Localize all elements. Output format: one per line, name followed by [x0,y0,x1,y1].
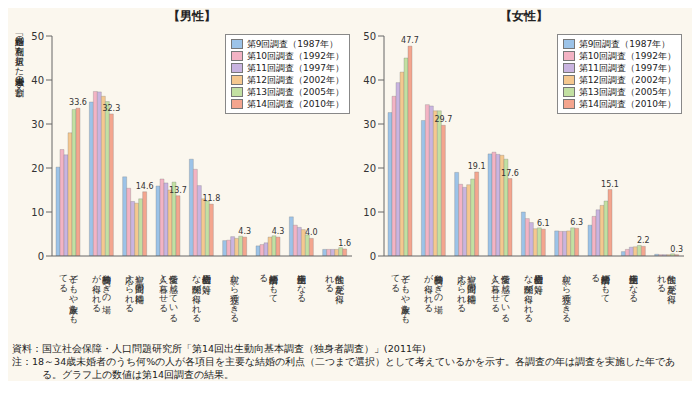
svg-text:4.0: 4.0 [305,228,318,237]
svg-text:応えられる: 応えられる [457,268,467,313]
svg-text:0.3: 0.3 [670,245,683,254]
svg-text:愛情を感じている: 愛情を感じている [501,268,512,323]
svg-text:11.8: 11.8 [202,194,220,203]
svg-text:4.3: 4.3 [272,227,285,236]
html-text:資料：国立社会保障・人口問題研究所「第14回出生動向基本調査: 資料：国立社会保障・人口問題研究所「第14回出生動向基本調査（独身者調査）」(2… [12,343,426,354]
svg-text:生活上便利になる: 生活上便利になる [297,268,307,303]
svg-text:性的な充足が得ら: 性的な充足が得ら [335,268,346,305]
svg-text:47.7: 47.7 [401,36,419,45]
svg-text:親から独立できる: 親から独立できる [562,268,572,323]
svg-text:6.3: 6.3 [570,218,583,227]
html-text:第10回調査（1992年）: 第10回調査（1992年） [246,51,344,61]
svg-text:な関係が得られる: な関係が得られる [524,268,534,323]
svg-text:子どもや家族をも: 子どもや家族をも [69,268,79,324]
svg-text:0: 0 [38,251,44,262]
html-text:第10回調査（1992年）: 第10回調査（1992年） [578,51,676,61]
svg-text:6.1: 6.1 [537,219,550,228]
svg-text:てる: てる [391,268,401,293]
svg-text:る: る [259,268,269,283]
html-text:第14回調査（2010年）: 第14回調査（2010年） [246,99,344,109]
svg-text:てる: てる [59,268,69,293]
svg-text:が得られる: が得られる [424,268,434,313]
svg-text:20: 20 [31,163,44,174]
svg-text:れる: れる [325,268,335,293]
svg-text:19.1: 19.1 [468,162,486,171]
html-text:【女性】: 【女性】 [500,9,548,23]
svg-text:50: 50 [31,31,44,42]
svg-text:33.6: 33.6 [69,98,87,107]
html-text:第9回調査（1987年）: 第9回調査（1987年） [578,39,671,49]
svg-text:な関係が得られる: な関係が得られる [192,268,202,323]
svg-text:親や周囲の期待に: 親や周囲の期待に [467,268,477,305]
svg-text:社会的信用や対等: 社会的信用や対等 [202,268,212,295]
html-text:第12回調査（2002年）: 第12回調査（2002年） [578,75,676,85]
svg-text:精神的安らぎの場: 精神的安らぎの場 [434,268,445,315]
html-text:第11回調査（1997年）: 第11回調査（1997年） [578,63,676,73]
svg-text:精神的安らぎの場: 精神的安らぎの場 [102,268,113,315]
svg-text:40: 40 [31,75,44,86]
svg-text:親から独立できる: 親から独立できる [230,268,240,323]
svg-text:経済的余裕がもて: 経済的余裕がもて [601,268,612,303]
svg-text:親や周囲の期待に: 親や周囲の期待に [135,268,145,305]
svg-text:人と暮らせる: 人と暮らせる [491,268,501,313]
html-text:第13回調査（2005年）: 第13回調査（2005年） [578,87,676,97]
svg-text:30: 30 [363,119,376,130]
html-text:【男性】: 【男性】 [168,9,216,23]
svg-text:29.7: 29.7 [434,115,452,124]
svg-text:4.3: 4.3 [238,227,251,236]
svg-text:れる: れる [657,268,667,293]
svg-text:が得られる: が得られる [92,268,102,313]
html-text:注：18～34歳未婚者のうち何%の人が各項目を主要な結婚の利: 注：18～34歳未婚者のうち何%の人が各項目を主要な結婚の利点（二つまで選択）と… [12,356,676,380]
svg-text:20: 20 [363,163,376,174]
svg-text:10: 10 [31,207,44,218]
svg-text:る: る [591,268,601,283]
svg-text:応えられる: 応えられる [125,268,135,313]
svg-text:50: 50 [363,31,376,42]
svg-text:14.6: 14.6 [136,182,154,191]
svg-text:0: 0 [370,251,376,262]
svg-text:30: 30 [31,119,44,130]
svg-text:10: 10 [363,207,376,218]
svg-text:17.6: 17.6 [501,169,519,178]
svg-text:愛情を感じている: 愛情を感じている [169,268,180,323]
html-text:第11回調査（1997年）: 第11回調査（1997年） [246,63,344,73]
svg-text:1.6: 1.6 [338,239,351,248]
svg-text:40: 40 [363,75,376,86]
html-text:第12回調査（2002年）: 第12回調査（2002年） [246,75,344,85]
html-text:第9回調査（1987年）: 第9回調査（1987年） [246,39,339,49]
html-text:第13回調査（2005年）: 第13回調査（2005年） [246,87,344,97]
svg-text:子どもや家族をも: 子どもや家族をも [401,268,411,324]
svg-text:2.2: 2.2 [637,236,650,245]
svg-text:15.1: 15.1 [601,180,619,189]
svg-text:13.7: 13.7 [169,186,187,195]
svg-text:社会的信用や対等: 社会的信用や対等 [534,268,544,295]
html-text:各「結婚の利点」を選択した未婚者の割合（%）: 各「結婚の利点」を選択した未婚者の割合（%） [15,30,25,89]
svg-text:生活上便利になる: 生活上便利になる [629,268,639,303]
svg-text:人と暮らせる: 人と暮らせる [159,268,169,313]
html-text:第14回調査（2010年）: 第14回調査（2010年） [578,99,676,109]
svg-text:32.3: 32.3 [102,104,120,113]
svg-text:経済的余裕がもて: 経済的余裕がもて [269,268,280,303]
svg-text:性的な充足が得ら: 性的な充足が得ら [667,268,678,305]
